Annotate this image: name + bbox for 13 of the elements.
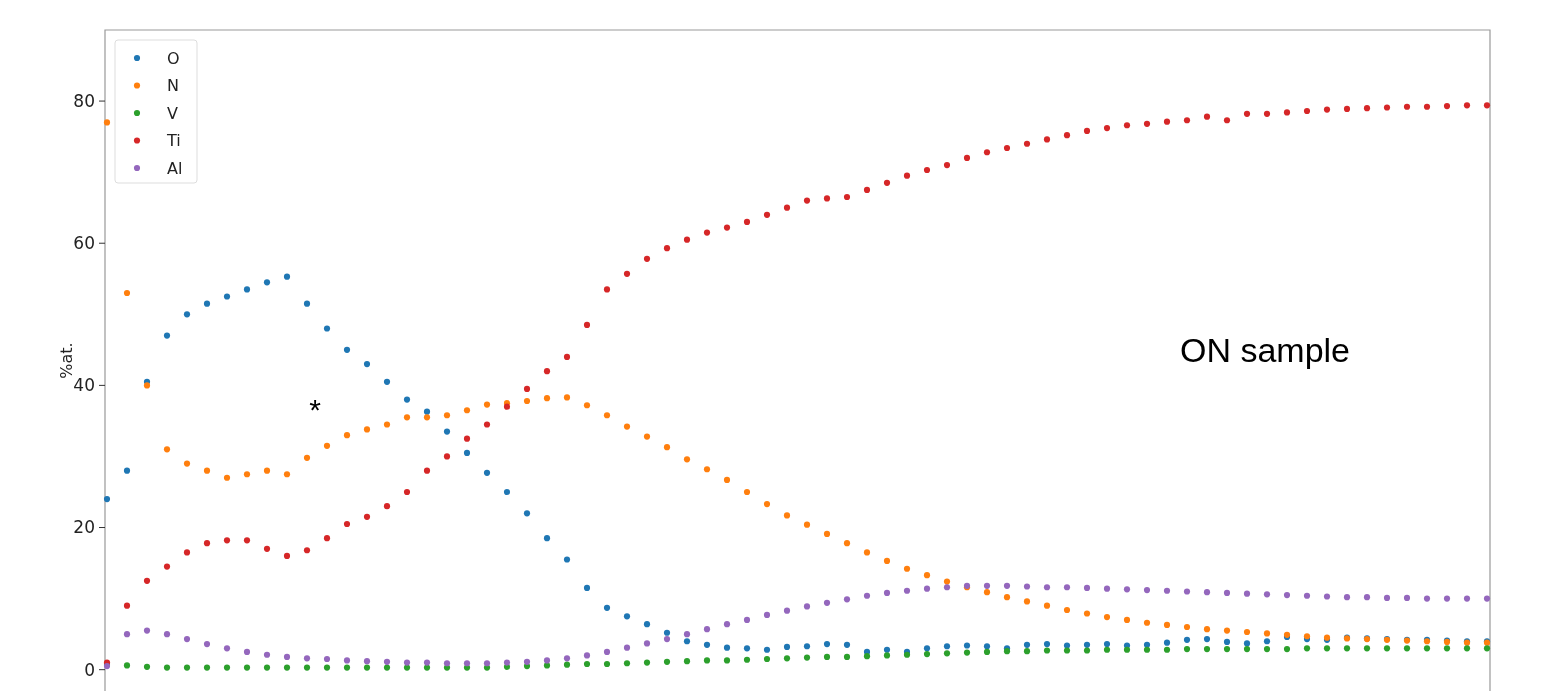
- legend-label: Ti: [166, 131, 181, 151]
- legend-label: N: [167, 76, 179, 96]
- y-axis-title: %at.: [57, 342, 76, 379]
- y-tick-label: 40: [73, 375, 95, 396]
- y-tick-label: 0: [84, 659, 95, 680]
- legend-label: Al: [167, 158, 183, 178]
- annotation: ON sample: [1179, 331, 1351, 369]
- legend-label: V: [167, 103, 178, 123]
- y-tick-label: 60: [73, 233, 95, 254]
- legend-label: O: [167, 48, 180, 68]
- annotation: *: [309, 393, 322, 426]
- y-tick-label: 80: [73, 91, 95, 112]
- y-tick-label: 20: [73, 517, 95, 538]
